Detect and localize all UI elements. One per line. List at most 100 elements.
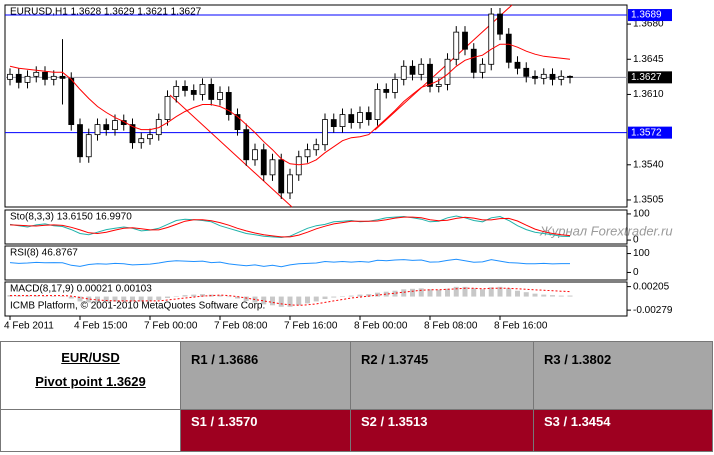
- chart: EURUSD,H1 1.3628 1.3629 1.3621 1.3627 Жу…: [4, 4, 673, 332]
- level-label-box: [628, 126, 672, 139]
- candle-body: [190, 90, 197, 95]
- macd-bar: [506, 288, 512, 297]
- candle-body: [252, 149, 258, 161]
- candle-body: [435, 83, 442, 87]
- watermark: Журнал Forextrader.ru: [539, 223, 673, 238]
- candle-body: [409, 65, 416, 75]
- y-tick-label: 1.3680: [633, 19, 664, 30]
- macd-bar: [296, 296, 302, 306]
- candle-body: [260, 149, 267, 176]
- macd-bar: [156, 296, 162, 300]
- macd-bar: [418, 288, 424, 297]
- candle-body: [287, 174, 293, 194]
- indicator-panel: [4, 209, 628, 245]
- candle-body: [505, 33, 512, 63]
- candle-body: [374, 89, 381, 120]
- y-tick-label: 0.00205: [633, 281, 670, 292]
- candle-body: [269, 159, 276, 176]
- candle-body: [444, 58, 451, 85]
- macd-bar: [410, 288, 415, 297]
- candle-body: [567, 75, 573, 78]
- y-tick-label: 0: [633, 267, 639, 278]
- macd-bar: [261, 296, 267, 305]
- macd-bar: [243, 296, 249, 301]
- x-tick-label: 4 Feb 2011: [4, 321, 54, 332]
- candle-body: [243, 129, 250, 161]
- indicator-label: RSI(8) 46.8767: [10, 248, 78, 259]
- macd-bar: [348, 295, 354, 297]
- chart-title: EURUSD,H1 1.3628 1.3629 1.3621 1.3627: [10, 7, 202, 18]
- macd-bar: [138, 296, 144, 302]
- s-cell: S1 / 1.3570: [180, 409, 351, 452]
- macd-bar: [340, 296, 345, 297]
- level-label: 1.3572: [631, 127, 662, 138]
- level-label-box: [628, 71, 672, 84]
- candle-body: [549, 73, 556, 80]
- candle-body: [59, 75, 66, 79]
- candle-body: [164, 96, 171, 120]
- main-panel: [4, 4, 628, 208]
- r2: R2 / 1.3745: [361, 352, 429, 367]
- candle-body: [418, 63, 425, 75]
- macd-bar: [60, 296, 65, 297]
- y-tick-label: 100: [633, 248, 650, 259]
- candle-body: [199, 83, 206, 95]
- x-tick-label: 8 Feb 16:00: [494, 321, 548, 332]
- candle-body: [147, 134, 153, 140]
- level-label: 1.3689: [631, 10, 662, 21]
- trend-line: [169, 94, 293, 208]
- macd-bar: [567, 295, 573, 297]
- candle-body: [77, 124, 83, 158]
- macd-bar: [182, 295, 188, 297]
- candle-body: [330, 119, 337, 128]
- candle-body: [15, 73, 22, 83]
- x-tick-label: 7 Feb 08:00: [214, 321, 268, 332]
- macd-bar: [112, 296, 118, 302]
- moving-average: [9, 43, 571, 166]
- candle-body: [85, 134, 92, 158]
- x-tick-label: 7 Feb 16:00: [284, 321, 338, 332]
- s-cell: S3 / 1.3454: [533, 409, 713, 452]
- candle-body: [304, 149, 311, 158]
- y-tick-label: 1.3610: [633, 89, 664, 100]
- macd-bar: [488, 287, 494, 297]
- indicator-panel: [4, 281, 628, 317]
- x-tick-label: 7 Feb 00:00: [144, 321, 198, 332]
- candle-body: [365, 112, 372, 120]
- candle-body: [112, 120, 118, 131]
- r-cell: R1 / 1.3686: [180, 341, 351, 410]
- macd-bar: [287, 296, 293, 307]
- macd-bar: [427, 289, 433, 297]
- s-cell: S2 / 1.3513: [350, 409, 534, 452]
- pair-cell: EUR/USD Pivot point 1.3629: [0, 341, 181, 410]
- y-tick-label: 1.3540: [633, 159, 664, 170]
- candle-body: [514, 61, 521, 69]
- macd-bar: [165, 296, 170, 299]
- x-tick-label: 8 Feb 08:00: [424, 321, 478, 332]
- candle-body: [295, 156, 302, 176]
- macd-bar: [68, 296, 74, 299]
- macd-bar: [33, 295, 39, 297]
- macd-bar: [147, 296, 153, 301]
- macd-bar: [436, 289, 442, 297]
- candle-body: [523, 67, 530, 77]
- macd-bar: [191, 294, 197, 297]
- candle-body: [24, 75, 31, 83]
- y-tick-label: 0: [633, 235, 639, 246]
- macd-bar: [278, 296, 284, 307]
- level-label-box: [628, 9, 672, 22]
- candle-body: [217, 92, 223, 100]
- macd-bar: [558, 295, 564, 297]
- level-label: 1.3627: [631, 72, 662, 83]
- candle-body: [488, 13, 495, 65]
- candle-body: [42, 71, 48, 80]
- macd-bar: [235, 296, 240, 299]
- macd-bar: [550, 295, 555, 297]
- candle-body: [453, 31, 460, 60]
- candle-body: [138, 138, 145, 144]
- macd-bar: [497, 286, 503, 297]
- y-tick-label: 1.3645: [633, 54, 664, 65]
- indicator-line: [9, 215, 571, 239]
- candle-body: [497, 13, 503, 35]
- candle-body: [234, 114, 241, 131]
